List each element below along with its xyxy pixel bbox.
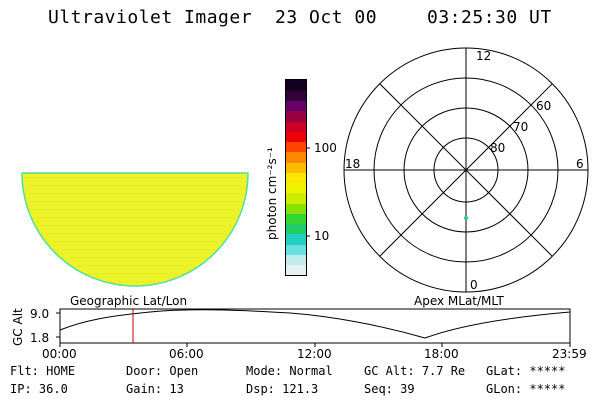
door-value: Open xyxy=(169,364,199,378)
right-projection-label: Apex MLat/MLT xyxy=(414,294,504,308)
altitude-axis-label: GC Alt xyxy=(11,308,25,346)
colorbar-frame xyxy=(285,79,307,276)
seq-status: Seq: 39 xyxy=(364,382,415,396)
gain-value: 13 xyxy=(169,382,184,396)
time-tick-0600: 06:00 xyxy=(169,347,204,361)
colorbar-segment xyxy=(286,203,306,214)
colorbar-segment xyxy=(286,110,306,122)
mlt-label-18: 18 xyxy=(345,157,360,171)
colorbar-segment xyxy=(286,213,306,225)
colorbar-segment xyxy=(286,90,306,101)
dsp-value: 121.3 xyxy=(282,382,319,396)
colorbar-segment xyxy=(286,264,306,276)
colorbar-segment xyxy=(286,172,306,184)
colorbar-segment xyxy=(286,131,306,143)
colorbar-segment xyxy=(286,223,306,235)
colorbar-segment xyxy=(286,162,306,173)
time-tick-1800: 18:00 xyxy=(424,347,459,361)
satellite-position-marker xyxy=(464,216,468,220)
colorbar-segment xyxy=(286,244,306,255)
colorbar-segment xyxy=(286,100,306,112)
mode-value: Normal xyxy=(289,364,333,378)
colorbar-segment xyxy=(286,141,306,153)
gcalt-status: GC Alt: 7.7 Re xyxy=(364,364,466,378)
altitude-tick-1-8: 1.8 xyxy=(30,331,49,345)
colorbar-segment xyxy=(286,121,306,132)
lat-label-80: 80 xyxy=(490,141,505,155)
altitude-tick-9: 9.0 xyxy=(30,307,49,321)
app-title: Ultraviolet Imager xyxy=(48,7,253,28)
time-tick-0000: 00:00 xyxy=(42,347,77,361)
colorbar xyxy=(285,79,307,276)
glat-status: GLat: ***** xyxy=(486,364,566,378)
glon-value: ***** xyxy=(529,382,566,396)
colorbar-segment xyxy=(286,233,306,245)
time-label: 03:25:30 UT xyxy=(427,7,552,28)
auroral-image-semicircle xyxy=(21,172,249,287)
colorbar-segment xyxy=(286,254,306,266)
door-status: Door: Open xyxy=(126,364,199,378)
glon-status: GLon: ***** xyxy=(486,382,566,396)
time-tick-1200: 12:00 xyxy=(297,347,332,361)
left-projection-label: Geographic Lat/Lon xyxy=(70,294,188,308)
colorbar-segment xyxy=(286,151,306,163)
lat-label-60: 60 xyxy=(536,99,551,113)
time-tick-2359: 23:59 xyxy=(552,347,587,361)
glat-value: ***** xyxy=(529,364,566,378)
dsp-status: Dsp: 121.3 xyxy=(246,382,319,396)
colorbar-segment xyxy=(286,192,306,204)
timeline-frame xyxy=(59,308,571,344)
polar-diagonal-line xyxy=(379,83,553,257)
flt-value: HOME xyxy=(46,364,76,378)
flt-status: Flt: HOME xyxy=(10,364,76,378)
gcalt-value: 7.7 Re xyxy=(421,364,466,378)
gain-status: Gain: 13 xyxy=(126,382,184,396)
altitude-curve xyxy=(59,309,571,339)
mlt-label-0: 0 xyxy=(470,278,478,292)
date-label: 23 Oct 00 xyxy=(275,7,378,28)
mlt-label-6: 6 xyxy=(576,157,584,171)
ip-value: 36.0 xyxy=(38,382,68,396)
colorbar-segment xyxy=(286,80,306,91)
mode-status: Mode: Normal xyxy=(246,364,333,378)
seq-value: 39 xyxy=(400,382,415,396)
ip-status: IP: 36.0 xyxy=(10,382,68,396)
lat-label-70: 70 xyxy=(513,120,528,134)
colorbar-segment xyxy=(286,182,306,194)
mlt-label-12: 12 xyxy=(476,49,491,63)
